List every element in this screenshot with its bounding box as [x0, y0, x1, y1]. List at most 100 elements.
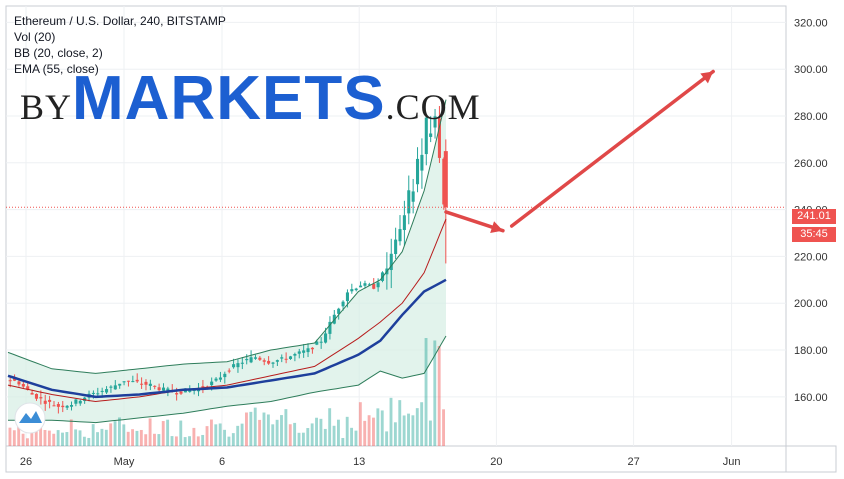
volume-bar: [104, 429, 108, 446]
volume-bar: [43, 429, 47, 446]
indicator-vol[interactable]: Vol (20): [14, 30, 56, 44]
tradingview-logo-icon: [14, 402, 46, 434]
candle-body: [65, 405, 69, 408]
volume-bar: [393, 422, 397, 446]
volume-bar: [288, 424, 292, 446]
candle-body: [17, 381, 21, 385]
candle-body: [284, 358, 288, 360]
candle-body: [372, 283, 376, 289]
volume-bar: [209, 419, 213, 446]
candle-body: [389, 253, 393, 271]
volume-bar: [139, 429, 143, 446]
volume-bar: [74, 429, 78, 446]
volume-bar: [192, 427, 196, 446]
candle-body: [13, 378, 17, 381]
y-tick-label: 200.00: [794, 298, 828, 310]
candle-body: [188, 389, 192, 392]
volume-bar: [65, 432, 69, 446]
volume-bar: [205, 426, 209, 446]
candle-body: [39, 397, 43, 399]
candle-body: [293, 353, 297, 356]
volume-bar: [420, 402, 424, 446]
volume-bar: [148, 418, 152, 446]
volume-bar: [223, 429, 226, 446]
candle-body: [363, 283, 367, 286]
candle-body: [394, 239, 398, 255]
candle-body: [26, 386, 30, 390]
volume-bar: [118, 417, 121, 446]
candle-body: [337, 308, 341, 314]
volume-bar: [437, 346, 441, 446]
volume-bar: [179, 420, 183, 446]
volume-bar: [433, 340, 437, 446]
y-tick-label: 180.00: [794, 345, 828, 357]
watermark-suffix: .COM: [385, 87, 481, 127]
candle-body: [166, 388, 170, 392]
candle-body: [148, 383, 152, 386]
candle-body: [21, 384, 25, 387]
candle-body: [236, 363, 240, 368]
candle-body: [424, 117, 428, 155]
volume-bar: [428, 420, 432, 446]
volume-bar: [236, 425, 240, 446]
volume-bar: [231, 433, 235, 446]
candle-body: [315, 341, 319, 345]
volume-bar: [153, 433, 156, 446]
candle-body: [271, 362, 275, 364]
indicator-bb[interactable]: BB (20, close, 2): [14, 46, 103, 60]
y-tick-label: 160.00: [794, 392, 828, 404]
candle-body: [350, 289, 354, 292]
volume-bar: [17, 420, 21, 446]
y-tick-label: 300.00: [794, 64, 828, 76]
candle-body: [43, 400, 47, 404]
volume-bar: [21, 433, 25, 446]
candle-body: [223, 373, 227, 378]
volume-bar: [196, 436, 200, 446]
volume-bar: [389, 397, 393, 446]
candle-body: [297, 351, 301, 354]
candle-body: [249, 357, 253, 363]
volume-bar: [332, 425, 336, 446]
candle-body: [306, 348, 310, 353]
volume-bar: [415, 408, 419, 446]
volume-bar: [328, 408, 332, 446]
candle-body: [324, 333, 328, 343]
candle-body: [398, 229, 402, 242]
volume-bar: [411, 415, 415, 446]
candle-body: [157, 387, 161, 391]
candle-body: [52, 405, 56, 407]
symbol-title[interactable]: Ethereum / U.S. Dollar, 240, BITSTAMP: [14, 14, 226, 28]
candle-body: [56, 404, 60, 407]
indicator-ema[interactable]: EMA (55, close): [14, 62, 99, 76]
y-tick-label: 320.00: [794, 17, 828, 29]
volume-bar: [161, 421, 165, 446]
candle-body: [433, 116, 437, 128]
candle-body: [411, 191, 415, 202]
volume-bar: [122, 424, 126, 446]
volume-bar: [380, 410, 384, 446]
last-price-tag: 241.01: [792, 209, 836, 224]
candle-body: [310, 347, 314, 350]
watermark-prefix: BY: [20, 87, 73, 127]
volume-bar: [61, 432, 64, 446]
volume-bar: [166, 419, 170, 446]
chart-legend: Ethereum / U.S. Dollar, 240, BITSTAMP Vo…: [14, 13, 226, 77]
volume-bar: [319, 418, 323, 446]
volume-bar: [323, 428, 327, 446]
candle-body: [48, 399, 52, 402]
forecast-arrow-head: [490, 221, 503, 234]
volume-bar: [135, 430, 139, 446]
volume-bar: [91, 424, 95, 446]
candle-body: [34, 393, 39, 399]
candle-body: [144, 381, 148, 385]
volume-bar: [376, 408, 380, 446]
volume-bar: [26, 438, 29, 446]
volume-bar: [30, 425, 34, 446]
bb-band-fill: [8, 99, 446, 423]
candle-body: [354, 288, 358, 291]
volume-bar: [337, 419, 340, 446]
candle-body: [210, 381, 214, 386]
volume-bar: [354, 430, 358, 446]
